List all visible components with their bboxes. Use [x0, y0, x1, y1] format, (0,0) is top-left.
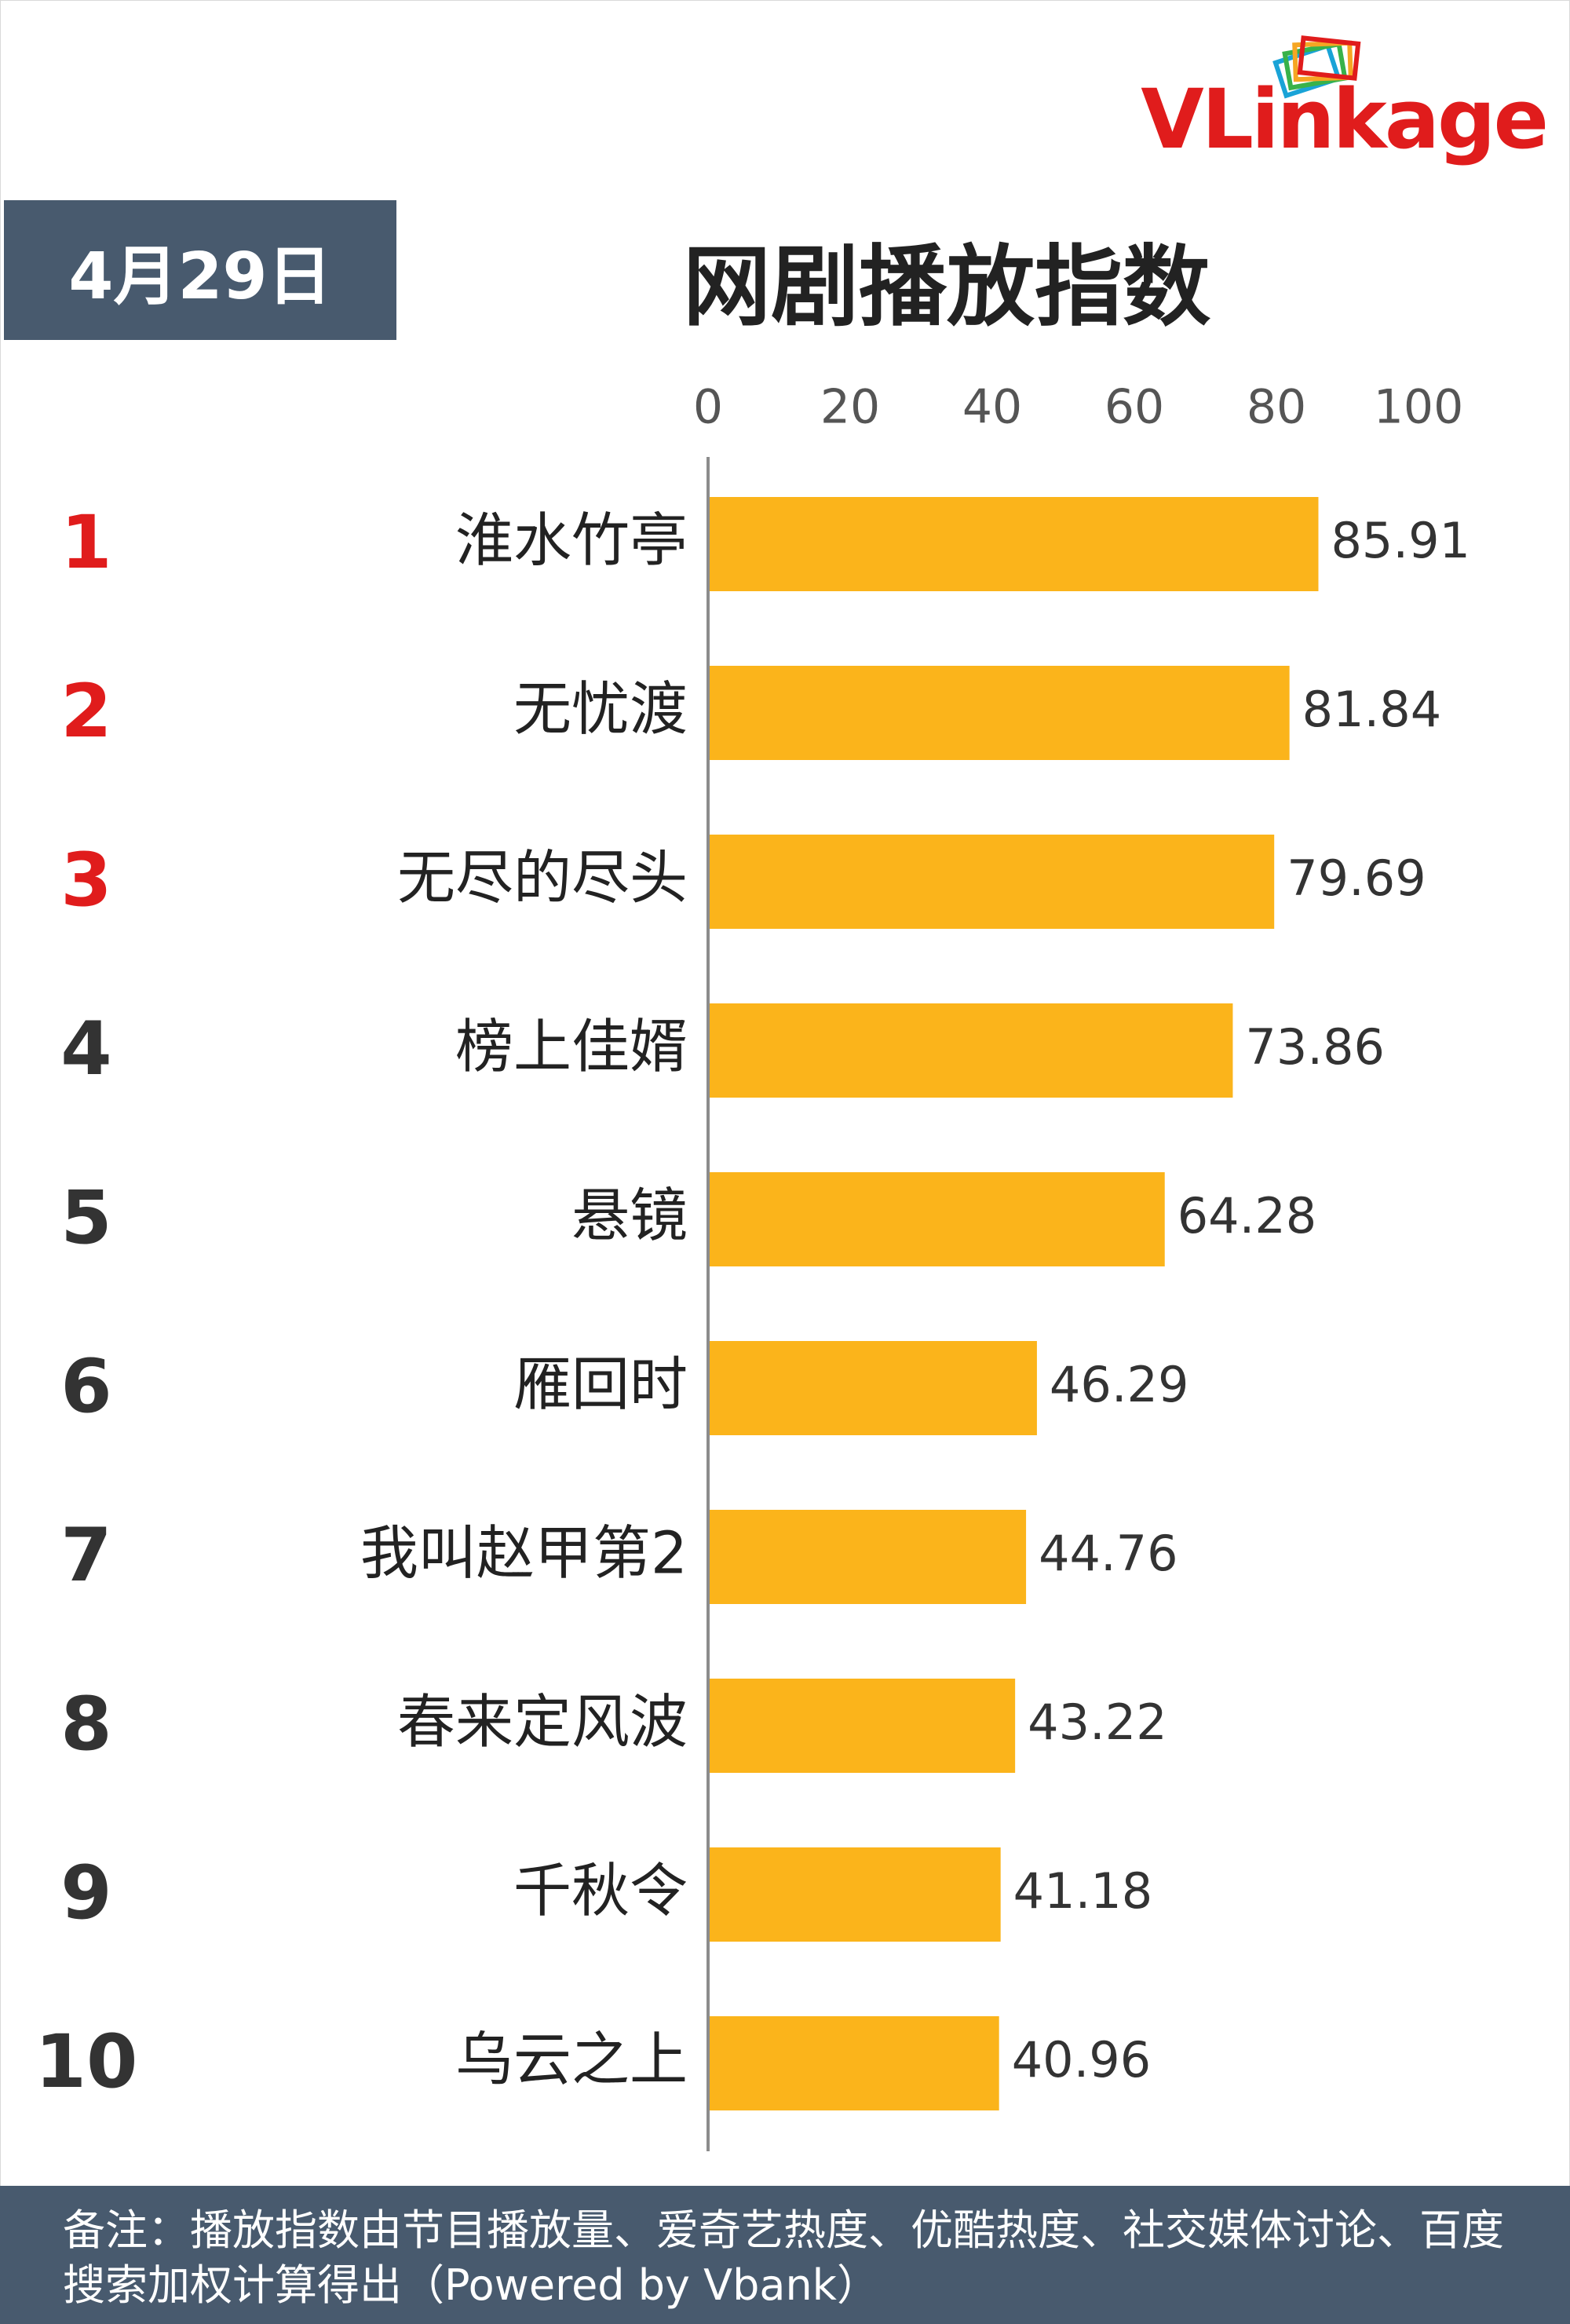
- x-tick-label: 80: [1247, 380, 1306, 435]
- category-label: 千秋令: [513, 1858, 688, 1925]
- bar: [710, 497, 1319, 591]
- x-tick-label: 0: [693, 380, 723, 435]
- rank-number: 10: [35, 2019, 138, 2105]
- x-tick-label: 40: [962, 380, 1022, 435]
- value-label: 44.76: [1039, 1525, 1178, 1582]
- rank-number: 5: [60, 1175, 111, 1261]
- category-label: 乌云之上: [455, 2026, 688, 2094]
- brand-logo: VLinkage: [1141, 24, 1549, 173]
- rank-number: 7: [60, 1513, 111, 1599]
- category-label: 雁回时: [513, 1351, 688, 1419]
- category-label: 我叫赵甲第2: [360, 1520, 688, 1588]
- logo-wordmark-part1: VL: [1141, 71, 1254, 167]
- bar: [710, 666, 1290, 760]
- chart-title: 网剧播放指数: [683, 236, 1210, 338]
- logo-wordmark-part2: inkage: [1251, 71, 1549, 167]
- bar: [710, 1341, 1037, 1435]
- bar: [710, 1003, 1233, 1098]
- value-label: 81.84: [1302, 681, 1442, 738]
- category-label: 榜上佳婿: [455, 1014, 688, 1081]
- footer-note-text: 备注：播放指数由节目播放量、爱奇艺热度、优酷热度、社交媒体讨论、百度搜索加权计算…: [63, 2205, 1504, 2310]
- rank-number: 4: [60, 1007, 111, 1092]
- bar: [710, 835, 1275, 929]
- category-label: 无忧渡: [513, 676, 688, 744]
- rank-number: 1: [60, 500, 111, 586]
- bar: [710, 1172, 1165, 1266]
- logo-wordmark: VLinkage: [1141, 79, 1549, 160]
- rank-number: 3: [60, 838, 111, 923]
- rank-number: 9: [60, 1851, 111, 1936]
- date-label: 4月29日: [68, 239, 332, 314]
- category-label: 悬镜: [571, 1182, 688, 1250]
- footer-note: 备注：播放指数由节目播放量、爱奇艺热度、优酷热度、社交媒体讨论、百度搜索加权计算…: [0, 2186, 1570, 2324]
- value-label: 43.22: [1028, 1694, 1167, 1751]
- value-label: 79.69: [1287, 850, 1426, 907]
- category-label: 淮水竹亭: [455, 507, 688, 575]
- date-badge: 4月29日: [4, 200, 396, 340]
- logo-frames-icon: [1272, 35, 1361, 99]
- x-tick-label: 20: [820, 380, 880, 435]
- rank-number: 2: [60, 669, 111, 755]
- value-label: 64.28: [1178, 1187, 1317, 1244]
- rank-number: 8: [60, 1682, 111, 1767]
- category-label: 无尽的尽头: [397, 845, 688, 912]
- category-label: 春来定风波: [397, 1689, 688, 1756]
- bar: [710, 1679, 1016, 1773]
- bar: [710, 2016, 999, 2110]
- rank-number: 6: [60, 1344, 111, 1430]
- value-label: 40.96: [1012, 2031, 1152, 2088]
- value-label: 85.91: [1331, 512, 1470, 569]
- x-tick-label: 100: [1374, 380, 1464, 435]
- bar-chart: 0 20 40 60 80 100 1 淮水竹亭 85.91 2 无忧渡 81.84 3 无尽的尽头 79.…: [35, 380, 1470, 2151]
- value-label: 73.86: [1245, 1018, 1385, 1076]
- value-label: 46.29: [1050, 1356, 1189, 1413]
- bar: [710, 1847, 1001, 1942]
- x-tick-label: 60: [1104, 380, 1164, 435]
- value-label: 41.18: [1013, 1862, 1153, 1920]
- bar: [710, 1510, 1027, 1604]
